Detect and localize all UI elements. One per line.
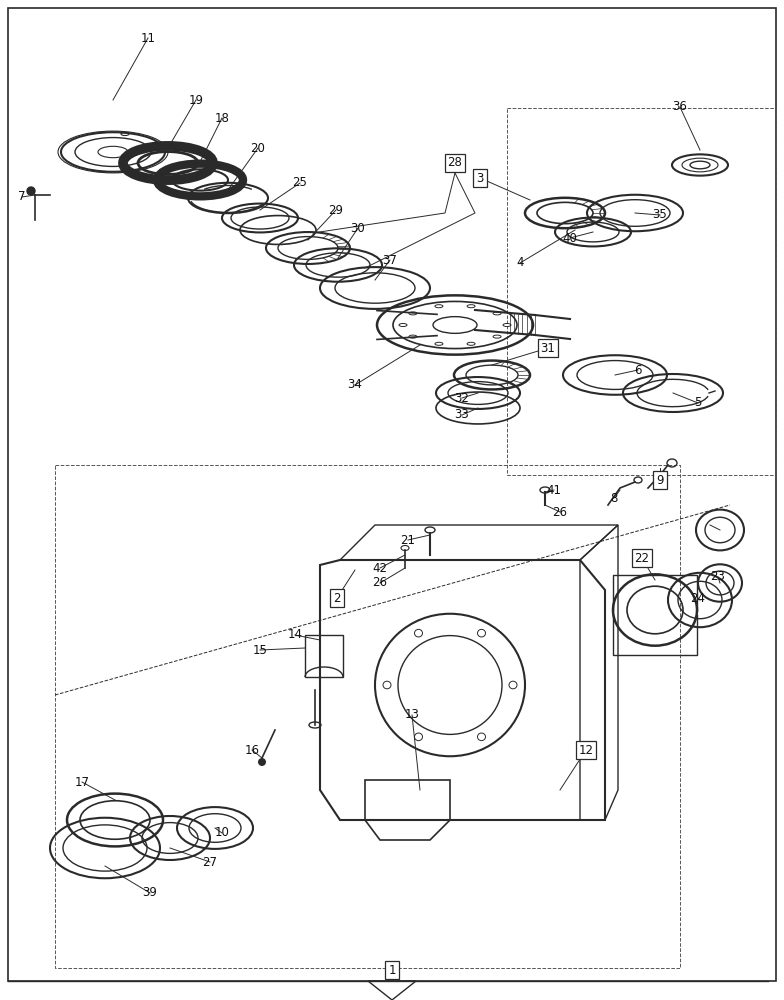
Text: 32: 32 — [455, 391, 470, 404]
Text: 24: 24 — [691, 591, 706, 604]
Text: 9: 9 — [656, 474, 664, 487]
Text: 34: 34 — [347, 378, 362, 391]
Circle shape — [258, 758, 266, 766]
Ellipse shape — [435, 305, 443, 308]
Text: 5: 5 — [695, 396, 702, 410]
Text: 25: 25 — [292, 176, 307, 190]
Text: 31: 31 — [540, 342, 555, 355]
Text: 36: 36 — [673, 101, 688, 113]
Text: 20: 20 — [251, 141, 266, 154]
Text: 35: 35 — [652, 209, 667, 222]
Text: 8: 8 — [610, 491, 618, 504]
Circle shape — [27, 187, 35, 195]
Text: 42: 42 — [372, 562, 387, 574]
Text: 23: 23 — [710, 570, 725, 584]
Bar — [305, 635, 343, 677]
Text: 27: 27 — [202, 856, 217, 868]
Ellipse shape — [435, 342, 443, 345]
Text: 30: 30 — [350, 222, 365, 234]
Text: 33: 33 — [455, 408, 470, 422]
Text: 19: 19 — [188, 94, 204, 106]
Ellipse shape — [467, 342, 475, 345]
Text: 6: 6 — [634, 363, 642, 376]
Text: 26: 26 — [372, 576, 387, 589]
Text: 17: 17 — [74, 776, 89, 788]
Ellipse shape — [409, 312, 417, 315]
Text: 10: 10 — [215, 826, 230, 840]
Ellipse shape — [467, 305, 475, 308]
Text: 1: 1 — [388, 964, 396, 976]
Text: 13: 13 — [405, 708, 419, 722]
Ellipse shape — [493, 335, 501, 338]
Text: 11: 11 — [140, 31, 155, 44]
Text: 2: 2 — [333, 591, 341, 604]
Text: 37: 37 — [383, 253, 397, 266]
Text: 28: 28 — [448, 156, 463, 169]
Text: 26: 26 — [553, 506, 568, 518]
Text: 16: 16 — [245, 744, 260, 756]
Text: 12: 12 — [579, 744, 593, 756]
Text: 14: 14 — [288, 629, 303, 642]
Text: 40: 40 — [563, 232, 578, 244]
Ellipse shape — [503, 323, 511, 327]
Ellipse shape — [409, 335, 417, 338]
Text: 29: 29 — [328, 204, 343, 217]
Ellipse shape — [399, 323, 407, 327]
Text: 4: 4 — [516, 256, 524, 269]
Text: 3: 3 — [477, 172, 484, 184]
Text: 7: 7 — [18, 190, 26, 204]
Text: 39: 39 — [143, 886, 158, 900]
Text: 21: 21 — [401, 534, 416, 546]
Text: 15: 15 — [252, 644, 267, 656]
Text: 41: 41 — [546, 484, 561, 496]
Text: 22: 22 — [634, 552, 649, 564]
Text: 18: 18 — [215, 111, 230, 124]
Ellipse shape — [493, 312, 501, 315]
